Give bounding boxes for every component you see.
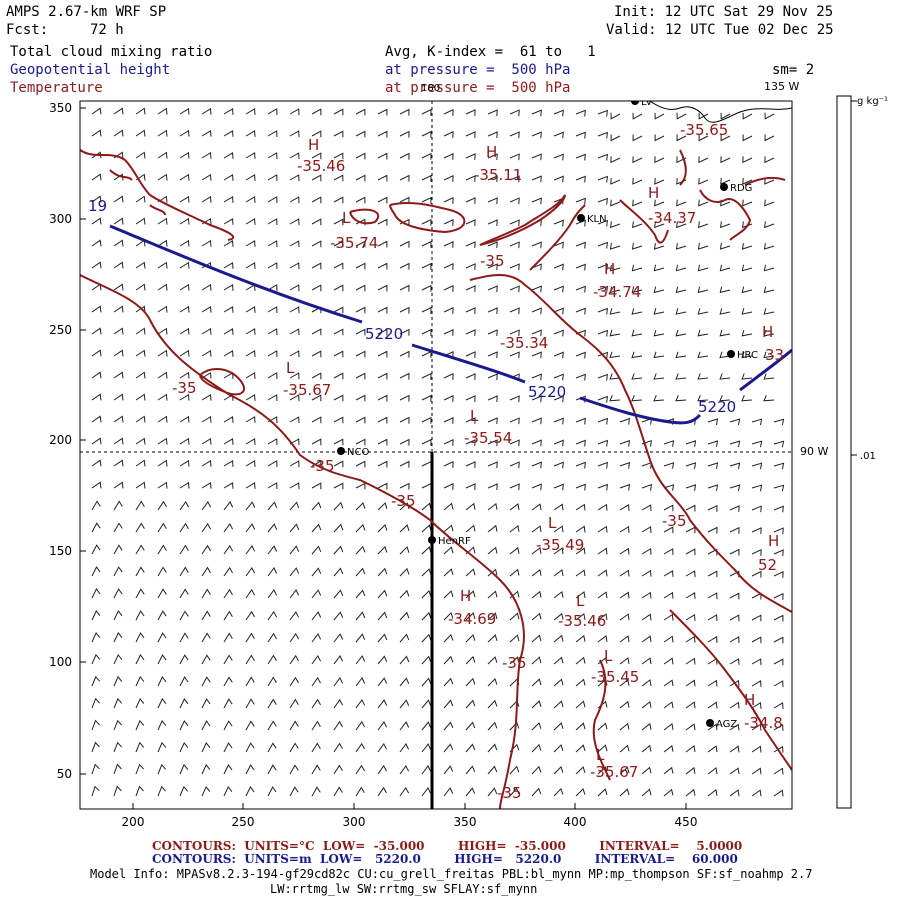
map-frame <box>79 100 793 810</box>
temp-label: -35.49 <box>536 536 584 554</box>
temp-label: -35 <box>172 379 197 397</box>
temperature-contour-info: CONTOURS: UNITS=°C LOW= -35.000 HIGH= -3… <box>152 839 743 853</box>
y-tick-label: 200 <box>49 433 72 447</box>
y-tick-label: 50 <box>57 767 72 781</box>
colorbar-unit: g kg⁻¹ <box>857 96 888 107</box>
x-tick-label: 300 <box>343 815 366 829</box>
temp-label: -35.67 <box>283 381 331 399</box>
field3-name: Temperature <box>10 80 103 96</box>
field1-name: Total cloud mixing ratio <box>10 44 213 60</box>
temp-label: -35 <box>497 784 522 802</box>
height-label-19: 19 <box>88 197 107 215</box>
field3-desc: at pressure = 500 hPa <box>385 80 571 96</box>
hl-marker: H <box>308 136 319 154</box>
x-tick-label: 450 <box>675 815 698 829</box>
hl-marker: H <box>486 143 497 161</box>
temp-label: -35 <box>502 654 527 672</box>
y-tick-label: 350 <box>49 101 72 115</box>
init-time: Init: 12 UTC Sat 29 Nov 25 <box>614 4 834 20</box>
temp-label: -34.37 <box>648 209 696 227</box>
hl-marker: H <box>768 532 779 550</box>
hl-marker: H <box>648 184 659 202</box>
hl-marker: L <box>576 592 585 610</box>
station-dot <box>706 719 714 727</box>
station-label: KLN <box>587 214 607 225</box>
field2-name: Geopotential height <box>10 62 171 78</box>
field1-desc: Avg, K-index = 61 to 1 <box>385 44 596 60</box>
station-dot <box>720 183 728 191</box>
colorbar <box>836 95 852 809</box>
hl-marker: L <box>596 746 605 764</box>
forecast-label: Fcst: <box>6 22 49 38</box>
station-label: RDG <box>730 183 752 194</box>
hl-marker: H <box>604 260 615 278</box>
hl-marker: H <box>460 587 471 605</box>
x-tick-label: 400 <box>564 815 587 829</box>
hl-marker: L <box>286 359 295 377</box>
model-title: AMPS 2.67-km WRF SP <box>6 4 167 20</box>
model-info: Model Info: MPASv8.2.3-194-gf29cd82c CU:… <box>90 867 813 881</box>
station-label: AGZ <box>716 719 737 730</box>
height-label-2: 5220 <box>528 383 566 401</box>
height-contours <box>109 224 792 425</box>
temp-label: -35 <box>480 252 505 270</box>
station-dot <box>337 447 345 455</box>
station-label: HenRF <box>438 536 471 547</box>
temp-label: 33 <box>765 346 784 364</box>
forecast-hours: 72 h <box>90 22 124 38</box>
coastline <box>649 101 792 123</box>
valid-time: Valid: 12 UTC Tue 02 Dec 25 <box>606 22 834 38</box>
wind-barbs <box>91 107 785 797</box>
temp-label: -35.45 <box>591 668 639 686</box>
lon-label-180: 180 <box>421 83 440 94</box>
field2-desc: at pressure = 500 hPa <box>385 62 571 78</box>
hl-marker: L <box>470 407 479 425</box>
y-tick-label: 100 <box>49 655 72 669</box>
y-tick-label: 300 <box>49 212 72 226</box>
temp-label: -35 <box>310 457 335 475</box>
x-tick-label: 250 <box>232 815 255 829</box>
y-tick-label: 150 <box>49 544 72 558</box>
hl-marker: L <box>548 514 557 532</box>
temp-label: -34.69 <box>448 610 496 628</box>
temp-label: -35.46 <box>558 612 606 630</box>
height-contour-info: CONTOURS: UNITS=m LOW= 5220.0 HIGH= 5220… <box>152 852 738 866</box>
station-label: HRC <box>737 350 758 361</box>
temp-label: -35.54 <box>464 429 512 447</box>
lon-label-90w: 90 W <box>800 445 828 458</box>
temp-label: -34.74 <box>593 283 641 301</box>
temperature-contours <box>80 149 792 809</box>
station-dot <box>727 350 735 358</box>
hl-marker: H <box>762 323 773 341</box>
station-label: LV <box>641 97 652 108</box>
lon-label-135w: 135 W <box>764 80 799 93</box>
temp-label: 52 <box>758 556 777 574</box>
station-dot <box>577 214 585 222</box>
smoothing-label: sm= 2 <box>772 62 815 78</box>
hl-marker: L <box>342 209 351 227</box>
hl-marker: H <box>744 691 755 709</box>
temp-label: -35.67 <box>590 763 638 781</box>
height-label-1: 5220 <box>365 325 403 343</box>
temp-label: -35 <box>391 492 416 510</box>
x-tick-label: 200 <box>122 815 145 829</box>
temp-label: -35.34 <box>500 334 548 352</box>
physics-info: LW:rrtmg_lw SW:rrtmg_sw SFLAY:sf_mynn <box>270 882 538 896</box>
station-dot <box>428 536 436 544</box>
y-tick-label: 250 <box>49 323 72 337</box>
temp-label: -35.11 <box>474 166 522 184</box>
temp-label: -35 <box>662 512 687 530</box>
temp-label: -35.46 <box>297 157 345 175</box>
hl-marker: L <box>604 647 613 665</box>
station-dot <box>631 101 639 105</box>
height-label-3: 5220 <box>698 398 736 416</box>
temp-label: -35.74 <box>330 234 378 252</box>
station-label: NCO <box>347 447 369 458</box>
temp-label: -35.65 <box>680 121 728 139</box>
colorbar-value: .01 <box>860 451 876 462</box>
x-tick-label: 350 <box>454 815 477 829</box>
station-markers: KLN RDG HRC NCO HenRF AGZ LV <box>337 97 758 730</box>
temp-label: -34.8 <box>744 714 783 732</box>
